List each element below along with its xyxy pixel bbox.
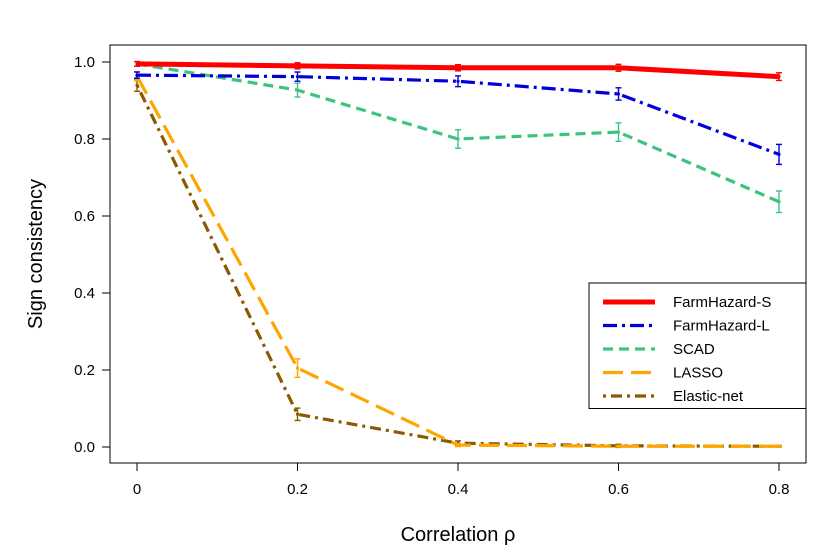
data-point <box>456 443 460 447</box>
data-point <box>295 412 300 416</box>
x-tick-label: 0 <box>133 481 141 498</box>
x-tick-label: 0.4 <box>448 481 469 498</box>
series-line-scad <box>136 62 780 204</box>
y-axis-title: Sign consistency <box>25 179 47 329</box>
data-point <box>295 366 300 370</box>
y-tick-label: 0.2 <box>74 362 95 379</box>
legend: FarmHazard-S FarmHazard-L SCAD LASSO Elastic… <box>588 282 807 409</box>
data-point <box>616 92 621 96</box>
data-point <box>616 444 621 448</box>
y-tick-label: 1.0 <box>74 54 95 71</box>
legend-label: LASSO <box>673 365 723 382</box>
legend-label: FarmHazard-S <box>673 294 771 311</box>
series-farmhazard-l <box>134 71 782 166</box>
data-point <box>135 62 139 66</box>
data-point <box>295 64 300 68</box>
legend-label: SCAD <box>673 341 715 358</box>
x-tick-label: 0.6 <box>608 481 629 498</box>
data-point <box>777 200 781 204</box>
x-tick-label: 0.8 <box>769 481 790 498</box>
y-tick-label: 0.6 <box>74 208 95 225</box>
legend-label: FarmHazard-L <box>673 318 770 335</box>
x-axis-title: Correlation ρ <box>401 524 516 546</box>
data-point <box>456 79 460 83</box>
data-point <box>135 83 139 87</box>
y-tick-label: 0.8 <box>74 131 95 148</box>
series-farmhazard-s <box>134 60 782 82</box>
data-point <box>616 130 621 134</box>
data-point <box>135 73 139 77</box>
legend-label: Elastic-net <box>673 388 744 405</box>
data-point <box>777 75 781 79</box>
axes: 0 0.2 0.4 0.6 0.8 0.0 0.2 0.4 0.6 0.8 1.0 <box>74 44 807 498</box>
y-tick-label: 0.0 <box>74 439 95 456</box>
data-point <box>295 88 300 92</box>
plot-area <box>134 60 782 449</box>
x-tick-label: 0.2 <box>287 481 308 498</box>
data-point <box>456 66 460 70</box>
data-point <box>777 444 781 448</box>
data-point <box>616 66 621 70</box>
data-point <box>295 75 300 79</box>
data-point <box>777 152 781 156</box>
y-tick-label: 0.4 <box>74 285 95 302</box>
data-point <box>456 137 460 141</box>
